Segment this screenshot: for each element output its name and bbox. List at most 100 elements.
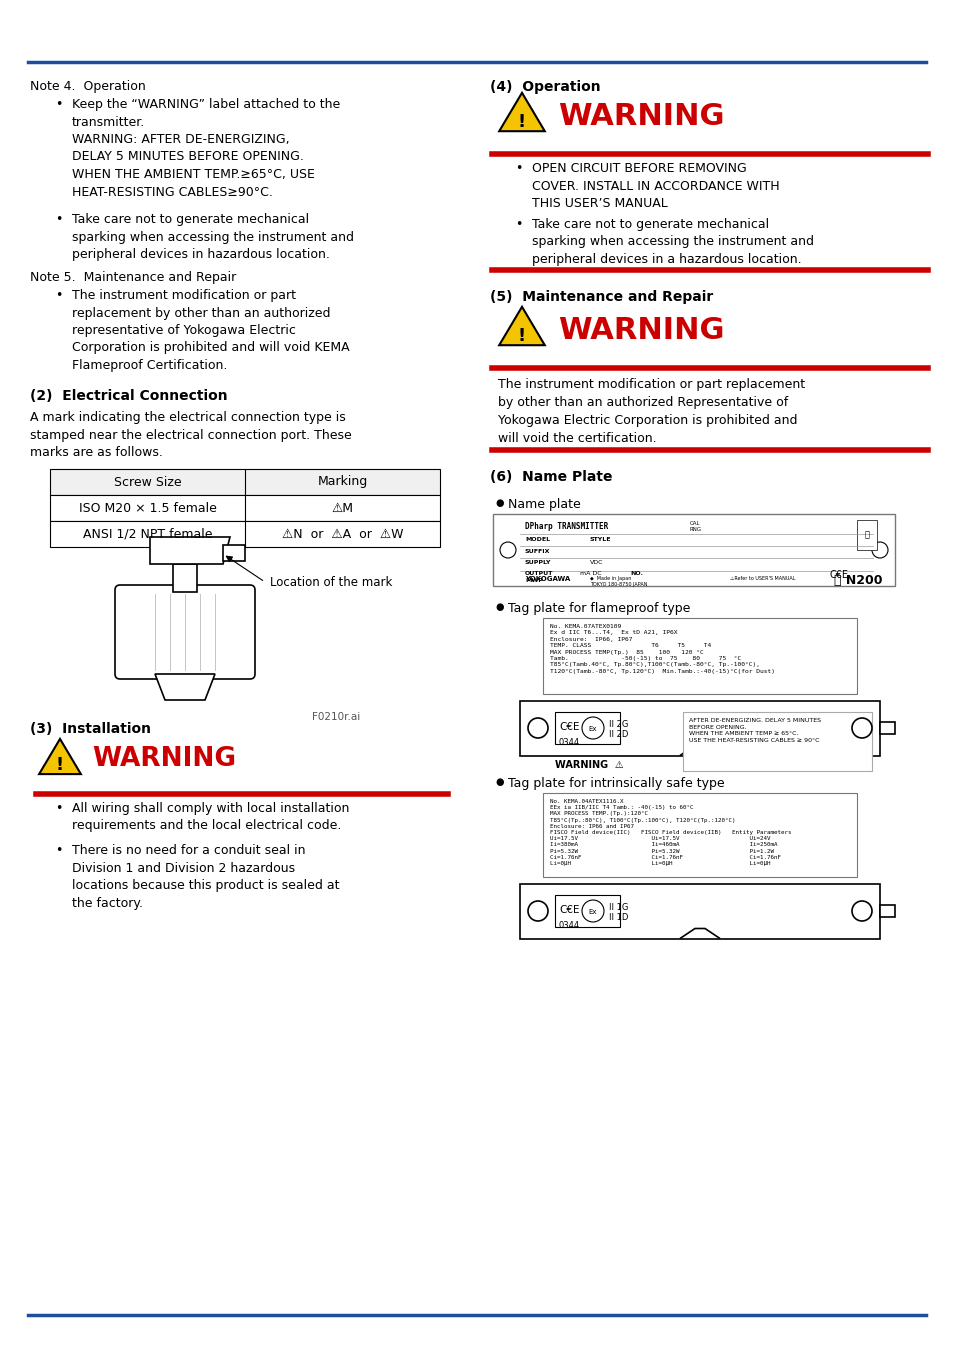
Text: ISO M20 × 1.5 female: ISO M20 × 1.5 female [78, 501, 216, 514]
FancyBboxPatch shape [555, 895, 619, 927]
Text: VDC: VDC [589, 560, 603, 566]
FancyBboxPatch shape [555, 711, 619, 744]
FancyBboxPatch shape [542, 792, 856, 878]
Text: ⚠N  or  ⚠A  or  ⚠W: ⚠N or ⚠A or ⚠W [281, 528, 403, 540]
Text: NO.: NO. [629, 571, 642, 576]
FancyBboxPatch shape [682, 711, 871, 771]
Text: C€E: C€E [558, 904, 578, 915]
Text: Note 4.  Operation: Note 4. Operation [30, 80, 146, 93]
Text: Tag plate for intrinsically safe type: Tag plate for intrinsically safe type [507, 778, 724, 790]
Text: mA DC: mA DC [579, 571, 601, 576]
Text: Location of the mark: Location of the mark [270, 575, 392, 589]
FancyBboxPatch shape [542, 618, 856, 694]
Circle shape [581, 717, 603, 738]
Text: 認: 認 [863, 531, 868, 540]
Text: ●: ● [495, 602, 503, 612]
Polygon shape [154, 674, 214, 701]
Circle shape [527, 900, 547, 921]
Text: (4)  Operation: (4) Operation [490, 80, 600, 94]
Text: ●: ● [495, 778, 503, 787]
Text: WARNING: WARNING [558, 103, 723, 131]
FancyBboxPatch shape [223, 545, 245, 562]
Text: MODEL: MODEL [524, 537, 550, 541]
Text: No. KEMA.04ATEX1116.X
EEx ia IIB/IIC T4 Tamb.: -40(-15) to 60°C
MAX PROCESS TEMP: No. KEMA.04ATEX1116.X EEx ia IIB/IIC T4 … [550, 799, 791, 865]
Text: Note 5.  Maintenance and Repair: Note 5. Maintenance and Repair [30, 271, 236, 284]
Circle shape [499, 541, 516, 558]
Text: MWP: MWP [524, 578, 542, 583]
Text: AFTER DE-ENERGIZING. DELAY 5 MINUTES
BEFORE OPENING.
WHEN THE AMBIENT TEMP ≥ 65°: AFTER DE-ENERGIZING. DELAY 5 MINUTES BEF… [688, 718, 821, 743]
Text: (5)  Maintenance and Repair: (5) Maintenance and Repair [490, 290, 713, 304]
Text: DPharp TRANSMITTER: DPharp TRANSMITTER [524, 522, 608, 531]
Text: !: ! [517, 112, 525, 131]
Text: II 1G: II 1G [608, 903, 628, 913]
Polygon shape [879, 904, 894, 917]
FancyBboxPatch shape [50, 468, 439, 495]
Text: Screw Size: Screw Size [113, 475, 181, 489]
Text: Take care not to generate mechanical
sparking when accessing the instrument and
: Take care not to generate mechanical spa… [71, 213, 354, 261]
Text: Name plate: Name plate [507, 498, 580, 512]
Text: ⚠M: ⚠M [331, 501, 354, 514]
Text: II 2D: II 2D [608, 730, 628, 738]
FancyBboxPatch shape [50, 495, 439, 521]
Circle shape [527, 718, 547, 738]
Text: •: • [55, 213, 62, 225]
Text: WARNING  ⚠: WARNING ⚠ [555, 760, 623, 770]
Text: ◆  Made in Japan
TOKYO 180-8750 JAPAN: ◆ Made in Japan TOKYO 180-8750 JAPAN [589, 576, 647, 587]
FancyBboxPatch shape [519, 701, 879, 756]
Text: 0344: 0344 [558, 738, 579, 747]
Text: ANSI 1/2 NPT female: ANSI 1/2 NPT female [83, 528, 212, 540]
Circle shape [581, 900, 603, 922]
Circle shape [871, 541, 887, 558]
FancyBboxPatch shape [50, 521, 439, 547]
Polygon shape [150, 537, 230, 564]
Text: SUPPLY: SUPPLY [524, 560, 551, 566]
Text: !: ! [56, 756, 64, 775]
Text: CAL
RNG: CAL RNG [689, 521, 701, 532]
Text: •: • [55, 99, 62, 111]
Text: OPEN CIRCUIT BEFORE REMOVING
COVER. INSTALL IN ACCORDANCE WITH
THIS USER’S MANUA: OPEN CIRCUIT BEFORE REMOVING COVER. INST… [532, 162, 779, 211]
Text: •: • [515, 217, 522, 231]
Circle shape [851, 900, 871, 921]
Polygon shape [498, 93, 544, 131]
Text: (3)  Installation: (3) Installation [30, 722, 151, 736]
Text: II 2G: II 2G [608, 720, 628, 729]
Text: !: ! [517, 327, 525, 344]
Polygon shape [879, 722, 894, 734]
Text: SUFFIX: SUFFIX [524, 549, 550, 553]
Text: All wiring shall comply with local installation
requirements and the local elect: All wiring shall comply with local insta… [71, 802, 349, 833]
Text: ●: ● [495, 498, 503, 508]
Text: A mark indicating the electrical connection type is
stamped near the electrical : A mark indicating the electrical connect… [30, 410, 352, 459]
FancyBboxPatch shape [519, 883, 879, 938]
Text: •: • [55, 289, 62, 302]
Text: OUTPUT: OUTPUT [524, 571, 553, 576]
Text: Tag plate for flameproof type: Tag plate for flameproof type [507, 602, 690, 616]
Text: WARNING: WARNING [91, 747, 236, 772]
Text: There is no need for a conduit seal in
Division 1 and Division 2 hazardous
locat: There is no need for a conduit seal in D… [71, 844, 339, 910]
Text: Ex: Ex [588, 909, 597, 915]
FancyBboxPatch shape [493, 514, 894, 586]
Text: C€E: C€E [829, 570, 848, 580]
Text: F0210r.ai: F0210r.ai [312, 711, 359, 722]
Text: YOKOGAWA: YOKOGAWA [524, 576, 570, 582]
Text: Ⓝ N200: Ⓝ N200 [834, 574, 882, 587]
Text: No. KEMA.07ATEX0109
Ex d IIC T6...T4,  Ex tD A21, IP6X
Enclosure:  IP66, IP67
TE: No. KEMA.07ATEX0109 Ex d IIC T6...T4, Ex… [550, 624, 774, 674]
Text: •: • [515, 162, 522, 176]
Text: (2)  Electrical Connection: (2) Electrical Connection [30, 389, 228, 404]
Text: ⚠Refer to USER'S MANUAL: ⚠Refer to USER'S MANUAL [729, 576, 795, 580]
FancyBboxPatch shape [115, 585, 254, 679]
Text: The instrument modification or part replacement
by other than an authorized Repr: The instrument modification or part repl… [497, 378, 804, 446]
Text: C€E: C€E [558, 722, 578, 732]
Polygon shape [498, 306, 544, 346]
Circle shape [851, 718, 871, 738]
Text: •: • [55, 802, 62, 815]
Text: Take care not to generate mechanical
sparking when accessing the instrument and
: Take care not to generate mechanical spa… [532, 217, 813, 266]
Text: Ex: Ex [588, 726, 597, 732]
Text: Keep the “WARNING” label attached to the
transmitter.
WARNING: AFTER DE-ENERGIZI: Keep the “WARNING” label attached to the… [71, 99, 340, 198]
Text: (6)  Name Plate: (6) Name Plate [490, 470, 612, 485]
Text: Marking: Marking [317, 475, 367, 489]
Polygon shape [39, 738, 81, 774]
Text: 0344: 0344 [558, 921, 579, 930]
Text: WARNING: WARNING [558, 316, 723, 346]
FancyBboxPatch shape [172, 564, 196, 593]
Text: II 1D: II 1D [608, 913, 628, 922]
